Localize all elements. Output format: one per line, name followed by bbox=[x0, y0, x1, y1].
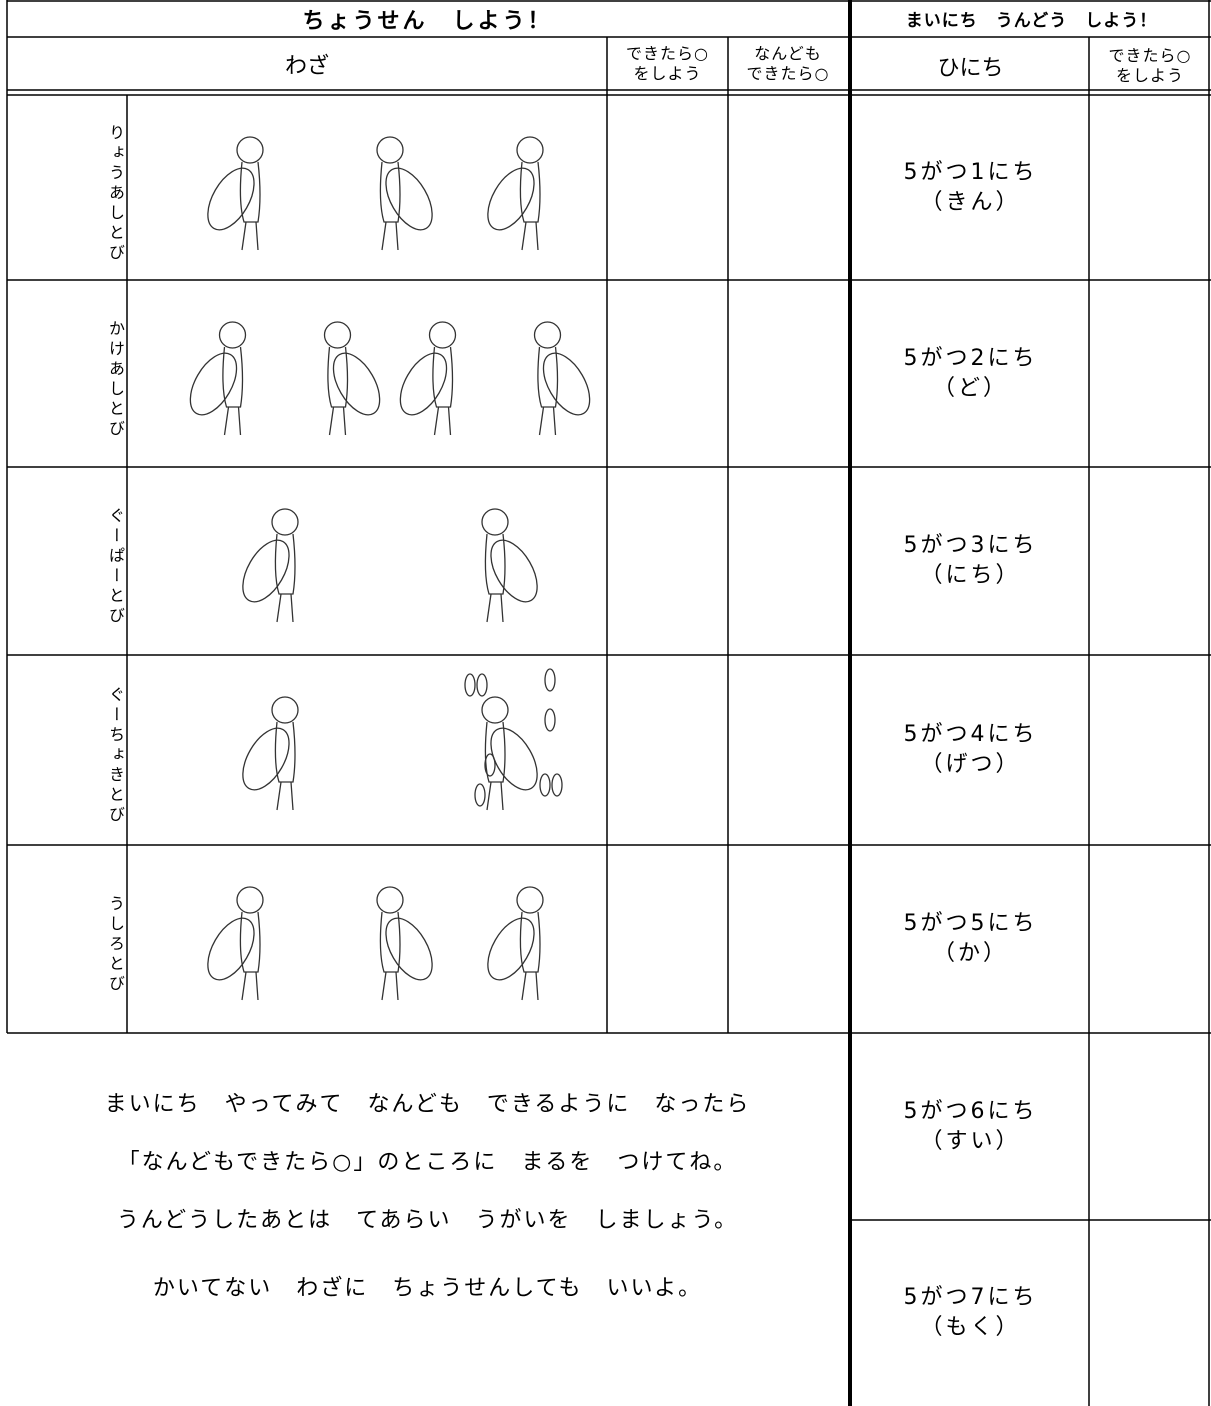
skill-header: わざ bbox=[284, 53, 329, 79]
instruction-line: まいにち やってみて なんども できるように なったら bbox=[104, 1092, 751, 1117]
day-cell: 5がつ6にち （すい） bbox=[852, 1033, 1089, 1220]
skill-name: りょうあしとび bbox=[106, 123, 125, 264]
day-cell: 5がつ5にち （か） bbox=[852, 845, 1089, 1033]
skill-illustration bbox=[207, 886, 544, 1001]
day-weekday: （もく） bbox=[920, 1315, 1021, 1340]
header-line: できたら○ bbox=[1108, 46, 1192, 65]
challenge-title: ちょうせん しよう！ bbox=[302, 8, 553, 34]
day-weekday: （げつ） bbox=[920, 752, 1021, 777]
daily-title: まいにち うんどう しよう！ bbox=[905, 11, 1158, 31]
day-cell: 5がつ2にち （ど） bbox=[852, 280, 1089, 467]
day-cell: 5がつ7にち （もく） bbox=[852, 1220, 1089, 1406]
day-weekday: （にち） bbox=[920, 563, 1021, 588]
done-header: できたら○ をしよう bbox=[607, 37, 728, 90]
instruction-line: 「なんどもできたら○」のところに まるを つけてね。 bbox=[117, 1150, 738, 1175]
skill-illustration bbox=[207, 136, 544, 251]
header-line: なんども bbox=[754, 43, 822, 63]
many-header: なんども できたら○ bbox=[728, 37, 848, 90]
day-cell: 5がつ3にち （にち） bbox=[852, 467, 1089, 655]
day-date: 5がつ5にち bbox=[903, 911, 1038, 936]
header-line: できたら○ bbox=[746, 63, 830, 83]
day-date: 5がつ1にち bbox=[903, 159, 1038, 185]
day-date: 5がつ7にち bbox=[903, 1285, 1038, 1310]
day-date: 5がつ3にち bbox=[903, 533, 1038, 558]
day-weekday: （か） bbox=[932, 941, 1008, 966]
day-date: 5がつ6にち bbox=[903, 1098, 1038, 1124]
day-date: 5がつ2にち bbox=[903, 345, 1038, 371]
instruction-line: うんどうしたあとは てあらい うがいを しましょう。 bbox=[116, 1208, 739, 1233]
header-line: できたら○ bbox=[626, 43, 709, 63]
skill-illustration bbox=[189, 321, 591, 436]
date-header: ひにち bbox=[937, 56, 1004, 81]
skill-illustration bbox=[242, 668, 563, 811]
header-line: をしよう bbox=[633, 63, 702, 83]
day-weekday: （きん） bbox=[920, 189, 1021, 215]
day-cell: 5がつ1にち （きん） bbox=[852, 95, 1089, 280]
day-date: 5がつ4にち bbox=[903, 722, 1038, 747]
day-weekday: （すい） bbox=[920, 1128, 1021, 1154]
skill-name: うしろとび bbox=[106, 895, 125, 995]
daily-done-header: できたら○ をしよう bbox=[1089, 37, 1211, 95]
day-cell: 5がつ4にち （げつ） bbox=[852, 655, 1089, 845]
skill-name: かけあしとび bbox=[106, 319, 125, 440]
instruction-line: かいてない わざに ちょうせんしても いいよ。 bbox=[152, 1276, 703, 1301]
skill-illustration bbox=[242, 508, 538, 623]
skill-name: ぐーぱーとび bbox=[106, 507, 125, 627]
header-line: をしよう bbox=[1115, 66, 1184, 85]
skill-name: ぐーちょきとび bbox=[106, 686, 125, 826]
day-weekday: （ど） bbox=[932, 375, 1008, 401]
